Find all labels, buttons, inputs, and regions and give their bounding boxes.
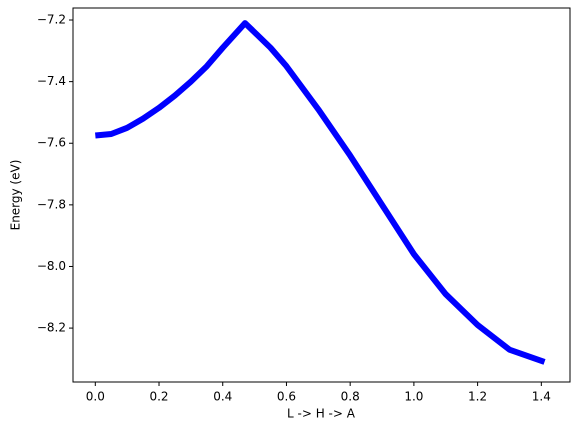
x-tick-label: 0.6: [277, 390, 296, 404]
y-tick-label: −8.0: [37, 259, 66, 273]
x-tick-label: 0.4: [213, 390, 232, 404]
x-tick-label: 0.2: [149, 390, 168, 404]
y-axis-label: Energy (eV): [9, 160, 23, 231]
x-tick-label: 1.4: [532, 390, 551, 404]
x-tick-label: 1.2: [468, 390, 487, 404]
y-tick-label: −7.6: [37, 136, 66, 150]
x-axis-label: L -> H -> A: [287, 407, 356, 421]
plot-frame: [72, 7, 571, 383]
x-tick-label: 0.0: [86, 390, 105, 404]
data-line: [95, 20, 546, 365]
x-tick-label: 1.0: [404, 390, 423, 404]
y-tick-label: −7.4: [37, 74, 66, 88]
y-tick-label: −7.2: [37, 13, 66, 27]
y-tick-label: −8.2: [37, 321, 66, 335]
y-tick-label: −7.8: [37, 197, 66, 211]
x-tick-label: 0.8: [341, 390, 360, 404]
